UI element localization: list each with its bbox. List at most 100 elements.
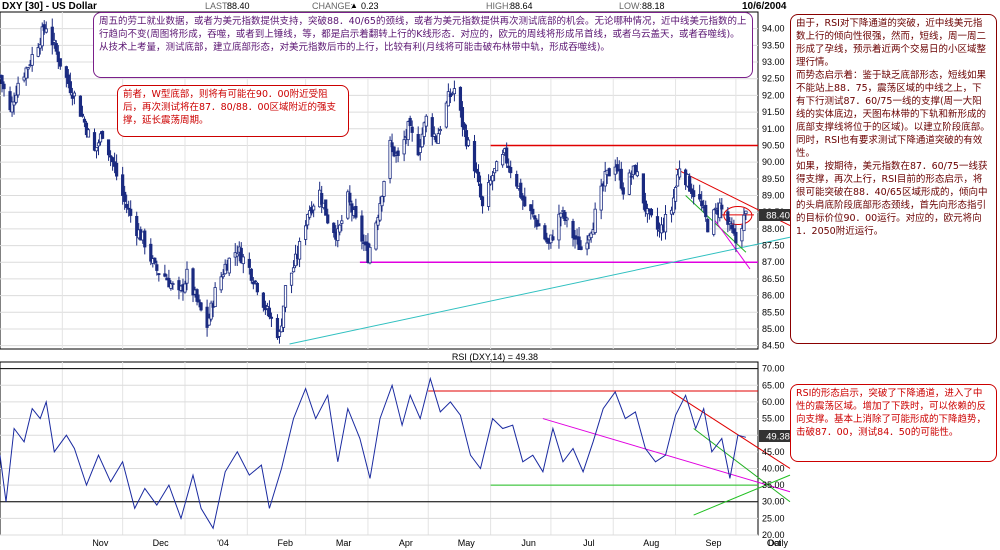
price-candle-body [308,210,312,218]
annotation-left: 前者，W型底部，则将有可能在90．00附近受阻后，再次测试将在87．80/88．… [117,85,349,137]
price-candle-body [382,181,386,197]
price-candle-body [348,192,352,203]
price-candle-body [36,47,40,57]
price-candle-body [593,208,597,233]
price-candle-body [523,196,527,207]
price-candle-body [432,133,436,137]
uptrend-line [289,236,791,345]
rsi-tick-label: 60.00 [762,397,785,407]
x-tick-label: Jun [521,538,536,548]
last-value: 88.40 [227,1,250,11]
price-candle-body [531,208,535,215]
price-candle-body [406,121,410,141]
rsi-tick-label: 30.00 [762,497,785,507]
price-candle-body [444,102,448,128]
price-candle-body [312,205,316,211]
price-candle-body [476,171,481,183]
x-tick-label: Sep [706,538,722,548]
price-candle-body [635,171,639,177]
rsi-channel-upper-line [671,391,791,469]
chart-date: 10/6/2004 [742,1,787,12]
low-value: 88.18 [642,1,665,11]
price-candle-body [603,171,607,187]
price-tick-label: 87.00 [762,257,785,267]
price-candle-body [197,299,201,303]
high-value: 88.64 [510,1,533,11]
rsi-tick-label: 25.00 [762,513,785,523]
price-last-value-box [759,209,797,221]
price-candle-body [125,203,129,208]
price-candle-body [627,172,631,195]
price-candle-body [589,232,593,239]
price-candle-body [177,280,181,291]
price-candle-body [275,317,280,339]
price-candle-body [460,107,465,128]
price-candle-body [40,26,44,47]
price-candle-body [255,282,259,293]
x-tick-label: Jul [583,538,595,548]
price-candle-body [720,204,724,210]
price-candle-body [436,133,440,144]
price-candle-body [380,196,384,207]
price-candle-body [293,253,298,267]
price-candle-body [675,174,680,187]
price-candle-body [424,115,428,127]
rsi-tick-label: 65.00 [762,380,785,390]
price-candle-body [378,203,382,221]
price-candle-body [579,246,583,250]
change-label: CHANGE: [312,1,354,11]
price-candle-body [72,92,76,97]
price-candle-body [430,117,434,137]
x-tick-label: Nov [92,538,109,548]
price-candle-body [213,287,217,307]
price-candle-body [712,209,716,235]
price-candle-body [671,197,676,214]
price-tick-label: 91.50 [762,107,785,117]
price-candle-body [221,274,225,278]
price-tick-label: 93.50 [762,40,785,50]
price-candle-body [388,139,392,179]
x-tick-label: Oct [767,538,782,548]
price-candle-body [239,247,243,264]
price-candle-body [291,267,296,273]
price-candle-body [100,130,105,139]
price-candle-body [277,331,282,337]
price-candle-body [744,210,748,215]
price-tick-label: 93.00 [762,57,785,67]
price-candle-body [54,43,58,52]
price-candle-body [12,101,16,106]
price-candle-body [537,223,541,227]
price-candle-body [700,200,704,207]
rsi-tick-label: 40.00 [762,463,785,473]
price-candle-body [30,54,34,66]
x-tick-label-daily: Daily [768,538,789,548]
price-tick-label: 92.00 [762,90,785,100]
rsi-tick-label: 55.00 [762,414,785,424]
price-candle-body [108,155,113,158]
price-candle-body [533,215,537,220]
price-tick-label: 86.00 [762,291,785,301]
price-candle-body [235,253,239,257]
x-tick-label: Dec [153,538,170,548]
x-tick-label: Apr [399,538,413,548]
price-candle-body [249,268,253,281]
price-candle-body [155,264,159,271]
price-candle-body [209,302,213,320]
price-candle-body [269,316,274,319]
price-candle-body [135,215,139,237]
price-candle-body [480,196,485,207]
low-label: LOW: [619,1,642,11]
price-candle-body [205,306,209,328]
price-candle-body [495,161,499,172]
price-candle-body [251,281,255,285]
price-candle-body [641,173,645,204]
price-candle-body [490,175,495,182]
price-candle-body [448,93,452,98]
price-candle-body [82,118,87,123]
price-candle-body [688,176,692,192]
price-candle-body [692,190,696,198]
price-candle-body [408,117,412,127]
price-candle-body [78,95,83,117]
price-candle-body [577,236,581,251]
price-tick-label: 89.00 [762,191,785,201]
